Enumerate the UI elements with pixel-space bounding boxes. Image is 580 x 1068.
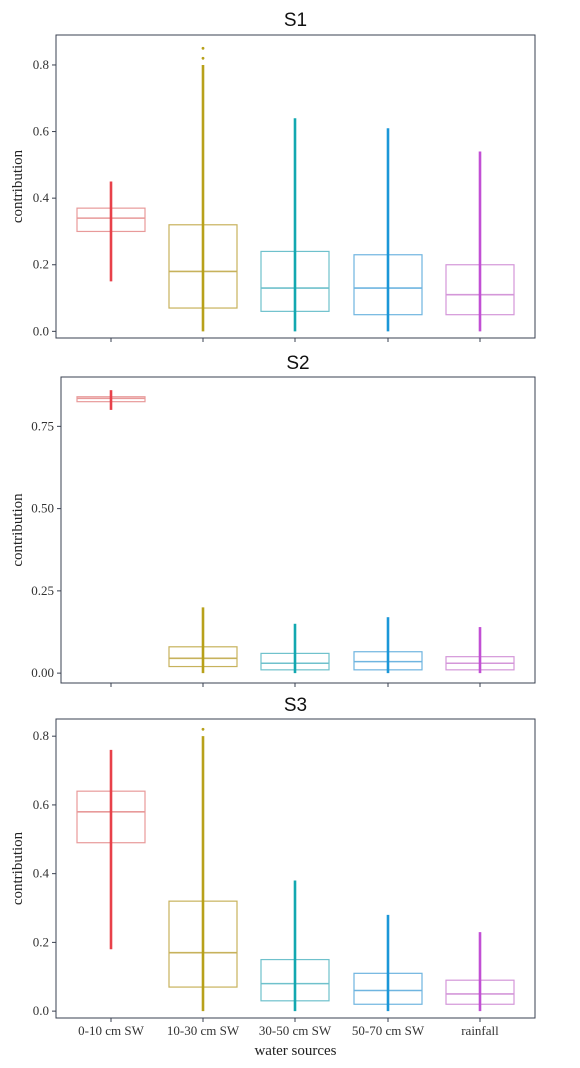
plot-frame [60,376,536,684]
y-tick-label: 0.6 [33,797,50,812]
y-axis-label: contribution [10,149,26,223]
outlier-point [201,56,205,60]
outlier-point [201,46,205,50]
y-tick-label: 0.0 [33,1003,49,1018]
panel-title: S2 [286,353,309,374]
x-axis-label: water sources [254,1043,336,1059]
y-tick-label: 0.00 [31,665,54,680]
y-tick-label: 0.2 [33,257,49,272]
y-tick-label: 0.0 [33,323,49,338]
y-tick-label: 0.6 [33,124,50,139]
panel-title: S1 [284,10,307,31]
y-axis-label: contribution [10,831,26,905]
outlier-point [201,727,205,731]
y-tick-label: 0.25 [31,583,54,598]
y-tick-label: 0.8 [33,57,49,72]
y-tick-label: 0.50 [31,501,54,516]
x-tick-label: rainfall [461,1023,499,1038]
x-tick-label: 10-30 cm SW [167,1023,240,1038]
x-tick-label: 50-70 cm SW [352,1023,425,1038]
x-tick-label: 0-10 cm SW [78,1023,144,1038]
y-tick-label: 0.8 [33,728,49,743]
y-axis-label: contribution [10,493,26,567]
y-tick-label: 0.2 [33,934,49,949]
panel-title: S3 [284,695,307,716]
y-tick-label: 0.75 [31,418,54,433]
y-tick-label: 0.4 [33,190,50,205]
x-tick-label: 30-50 cm SW [259,1023,332,1038]
y-tick-label: 0.4 [33,866,50,881]
